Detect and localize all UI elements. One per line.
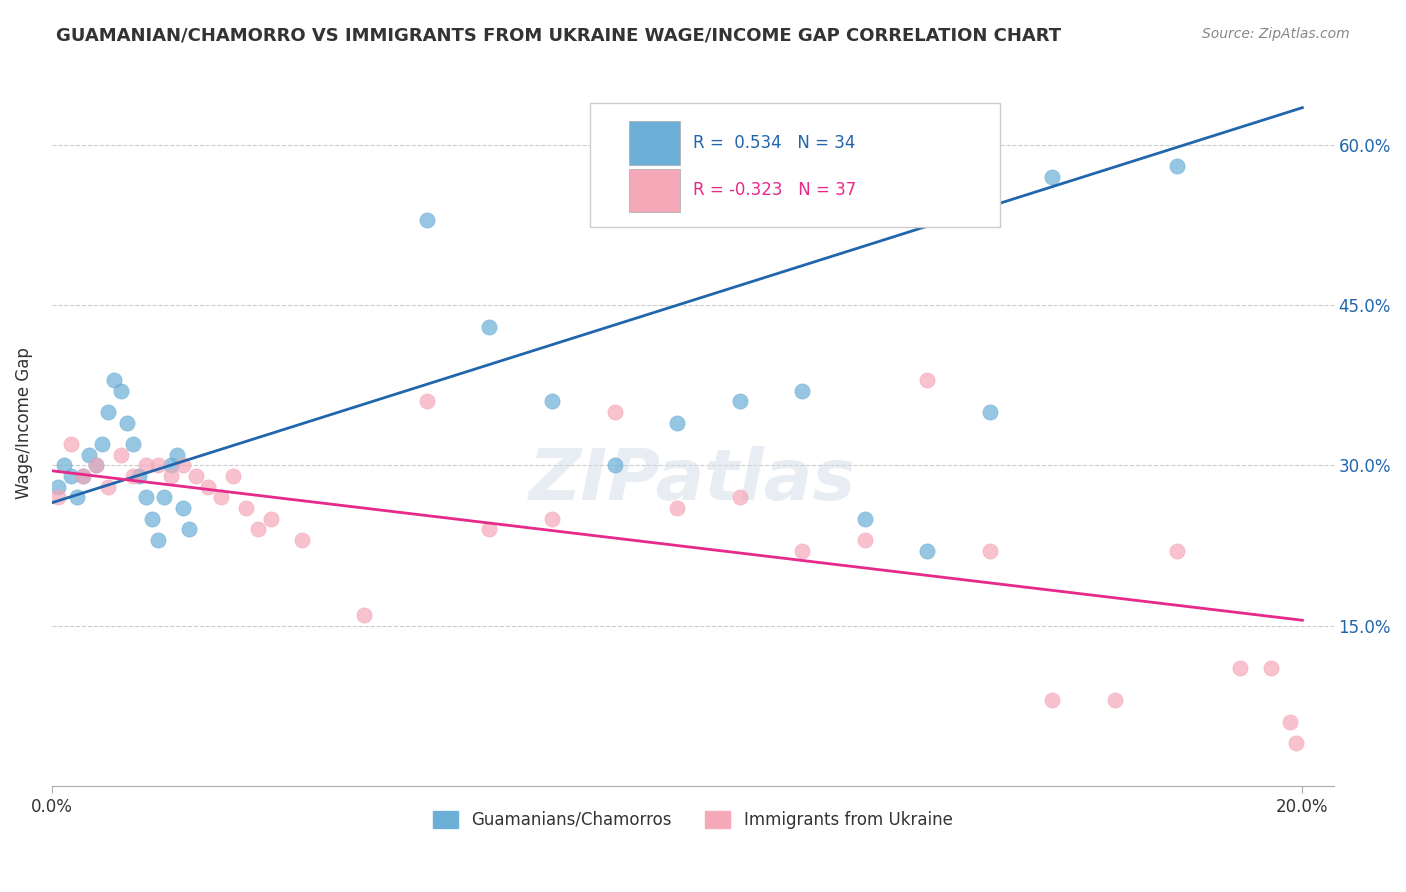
- Point: [792, 384, 814, 398]
- Point: [792, 544, 814, 558]
- Point: [59, 437, 82, 451]
- Point: [1166, 544, 1188, 558]
- Point: [478, 319, 501, 334]
- Point: [141, 512, 163, 526]
- Point: [97, 480, 120, 494]
- Point: [46, 491, 69, 505]
- Point: [184, 469, 207, 483]
- Point: [122, 437, 145, 451]
- Point: [416, 394, 439, 409]
- Point: [541, 394, 564, 409]
- Point: [128, 469, 150, 483]
- Point: [603, 458, 626, 473]
- Point: [110, 448, 132, 462]
- Point: [209, 491, 232, 505]
- Point: [115, 416, 138, 430]
- Point: [1260, 661, 1282, 675]
- Point: [159, 469, 181, 483]
- Point: [53, 458, 76, 473]
- Point: [1104, 693, 1126, 707]
- Point: [90, 437, 112, 451]
- Point: [146, 458, 169, 473]
- Point: [153, 491, 176, 505]
- Point: [172, 458, 194, 473]
- Point: [259, 512, 281, 526]
- Point: [853, 512, 876, 526]
- Point: [1278, 714, 1301, 729]
- Point: [110, 384, 132, 398]
- Text: Source: ZipAtlas.com: Source: ZipAtlas.com: [1202, 27, 1350, 41]
- Point: [666, 416, 689, 430]
- Point: [353, 607, 375, 622]
- Point: [172, 501, 194, 516]
- Point: [97, 405, 120, 419]
- Point: [979, 544, 1001, 558]
- Point: [666, 501, 689, 516]
- Legend: Guamanians/Chamorros, Immigrants from Ukraine: Guamanians/Chamorros, Immigrants from Uk…: [426, 804, 959, 836]
- Point: [291, 533, 314, 548]
- FancyBboxPatch shape: [591, 103, 1000, 227]
- Text: GUAMANIAN/CHAMORRO VS IMMIGRANTS FROM UKRAINE WAGE/INCOME GAP CORRELATION CHART: GUAMANIAN/CHAMORRO VS IMMIGRANTS FROM UK…: [56, 27, 1062, 45]
- Text: R =  0.534   N = 34: R = 0.534 N = 34: [693, 134, 855, 153]
- Point: [166, 448, 188, 462]
- Point: [197, 480, 219, 494]
- Point: [146, 533, 169, 548]
- Point: [728, 394, 751, 409]
- Text: ZIPatlas: ZIPatlas: [529, 446, 856, 516]
- Point: [222, 469, 245, 483]
- Bar: [628, 121, 681, 165]
- Point: [103, 373, 125, 387]
- Point: [541, 512, 564, 526]
- Point: [1040, 170, 1063, 185]
- Y-axis label: Wage/Income Gap: Wage/Income Gap: [15, 347, 32, 499]
- Text: R = -0.323   N = 37: R = -0.323 N = 37: [693, 181, 856, 199]
- Point: [603, 405, 626, 419]
- Point: [135, 491, 157, 505]
- Point: [1040, 693, 1063, 707]
- Point: [979, 405, 1001, 419]
- Point: [1166, 160, 1188, 174]
- Point: [728, 491, 751, 505]
- Point: [72, 469, 94, 483]
- Point: [59, 469, 82, 483]
- Point: [72, 469, 94, 483]
- Point: [159, 458, 181, 473]
- Point: [135, 458, 157, 473]
- Point: [915, 373, 938, 387]
- Bar: [628, 169, 681, 212]
- Point: [853, 533, 876, 548]
- Point: [66, 491, 89, 505]
- Point: [915, 544, 938, 558]
- Point: [179, 523, 201, 537]
- Point: [46, 480, 69, 494]
- Point: [77, 448, 100, 462]
- Point: [1229, 661, 1251, 675]
- Point: [416, 212, 439, 227]
- Point: [122, 469, 145, 483]
- Point: [247, 523, 270, 537]
- Point: [235, 501, 257, 516]
- Point: [478, 523, 501, 537]
- Point: [1285, 736, 1308, 750]
- Point: [84, 458, 107, 473]
- Point: [84, 458, 107, 473]
